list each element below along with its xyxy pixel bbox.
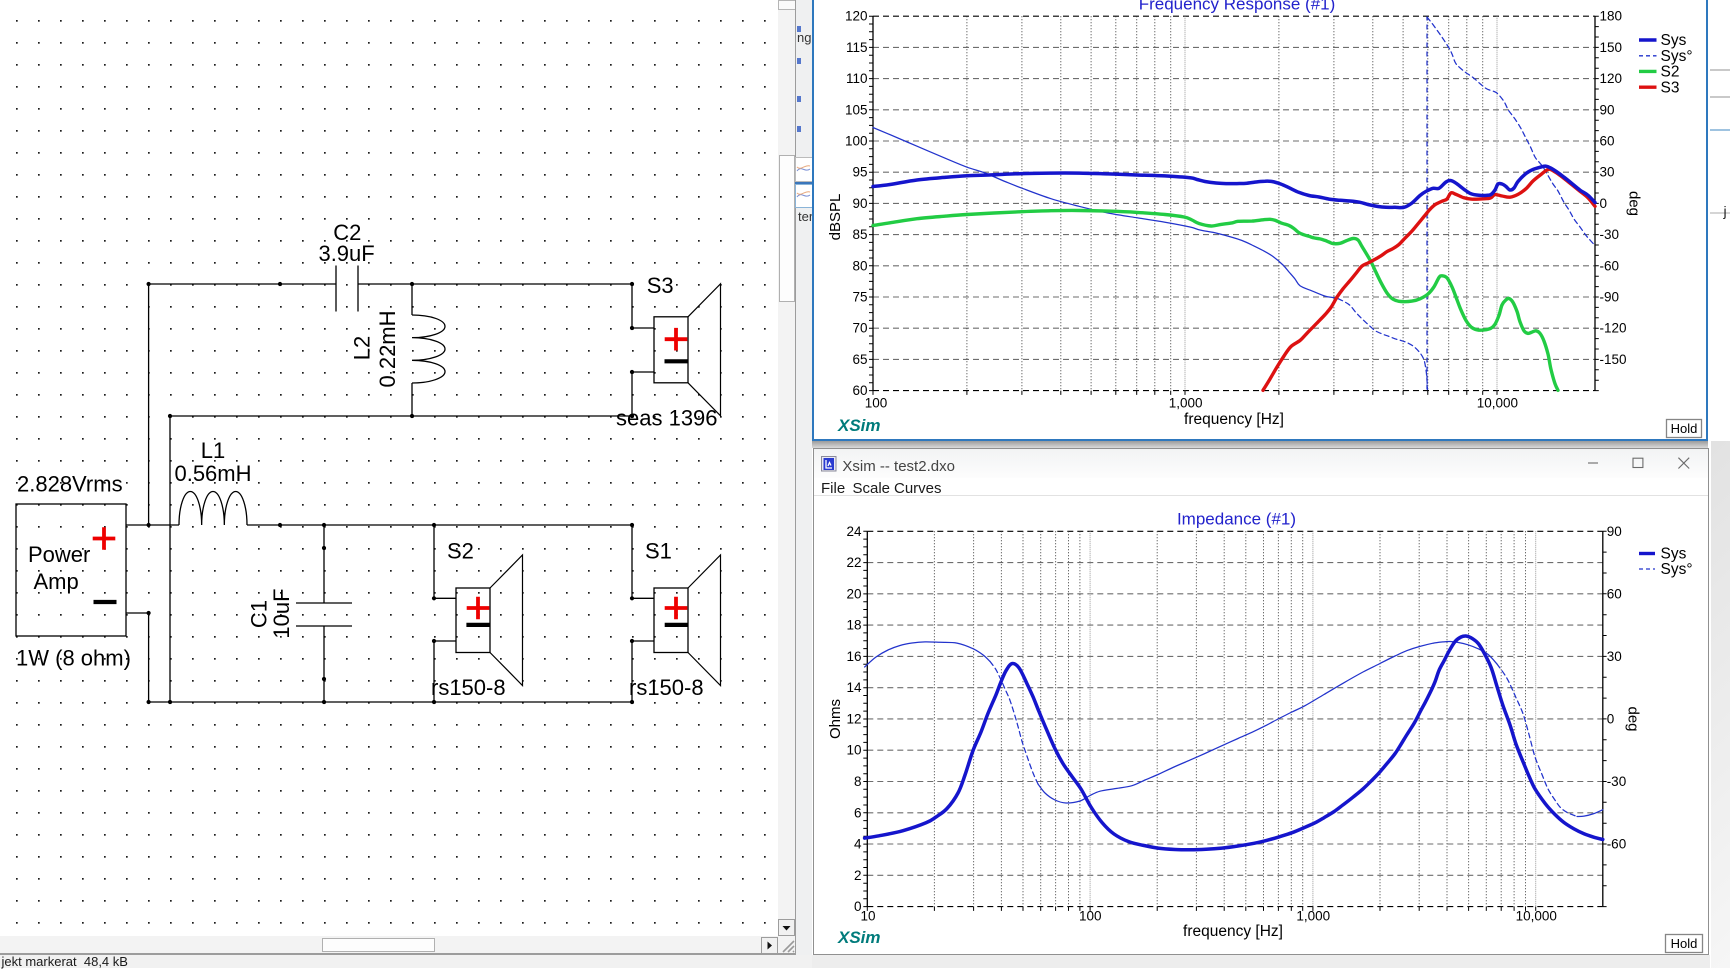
svg-text:Power: Power <box>28 542 90 567</box>
svg-text:S3: S3 <box>647 273 674 298</box>
svg-text:2.828Vrms: 2.828Vrms <box>17 472 123 497</box>
svg-text:0.22mH: 0.22mH <box>375 310 400 387</box>
svg-text:S1: S1 <box>645 539 672 564</box>
svg-text:C2: C2 <box>333 220 361 245</box>
svg-text:10uF: 10uF <box>269 588 294 638</box>
svg-text:3.9uF: 3.9uF <box>318 241 374 266</box>
svg-text:L2: L2 <box>350 336 375 360</box>
svg-text:rs150-8: rs150-8 <box>629 675 704 700</box>
svg-text:Amp: Amp <box>34 569 79 594</box>
svg-text:0.56mH: 0.56mH <box>174 461 251 486</box>
svg-text:L1: L1 <box>201 438 225 463</box>
svg-text:S2: S2 <box>447 539 474 564</box>
svg-text:C1: C1 <box>246 600 271 628</box>
svg-text:rs150-8: rs150-8 <box>431 675 506 700</box>
svg-text:1W (8 ohm): 1W (8 ohm) <box>16 646 131 671</box>
svg-text:seas 1396: seas 1396 <box>616 406 718 431</box>
